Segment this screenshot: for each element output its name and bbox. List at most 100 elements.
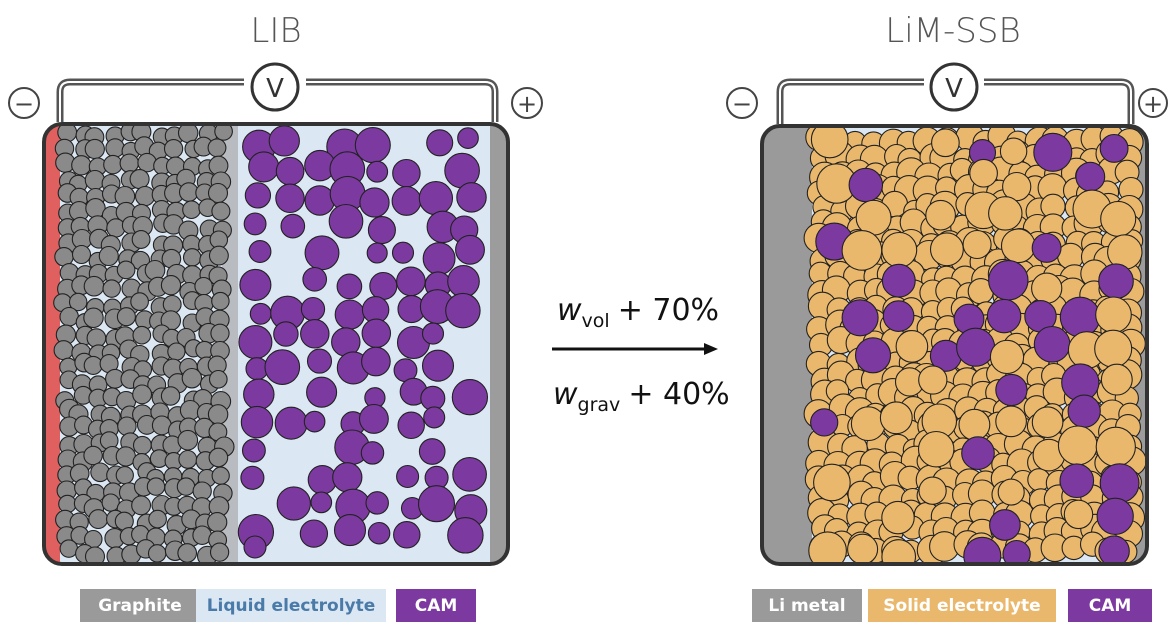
ssb-particle: [895, 330, 929, 363]
graphite-particle: [160, 275, 182, 296]
lib-voltmeter-icon: [250, 62, 300, 112]
graphite-particle: [83, 445, 103, 466]
ssb-particle: [958, 408, 991, 441]
cam-particle: [276, 486, 311, 521]
cam-particle: [299, 519, 329, 548]
graphite-particle: [214, 124, 233, 141]
cam-particle: [455, 234, 485, 265]
graphite-particle: [208, 447, 229, 468]
graphite-particle: [84, 546, 106, 564]
cam-particle: [393, 521, 421, 549]
legend-cam-ssb: CAM: [1068, 589, 1152, 622]
ssb-particle: [881, 500, 915, 535]
ssb-particle: [882, 300, 915, 332]
cam-particle: [310, 491, 333, 514]
cam-particle: [241, 438, 266, 463]
graphite-particle: [177, 124, 199, 144]
graphite-particle: [177, 429, 199, 451]
ssb-particle: [995, 405, 1027, 438]
cam-particle: [306, 376, 338, 408]
ssb-particle: [918, 365, 948, 395]
lib-graphite-particles: [53, 124, 235, 564]
ssb-particle: [881, 539, 917, 564]
cam-particle: [243, 535, 267, 559]
cam-particle: [392, 158, 421, 188]
graphite-particle: [129, 169, 150, 190]
graphite-particle: [130, 292, 149, 311]
ssb-particle: [969, 158, 998, 188]
ssb-particle: [963, 536, 1002, 564]
graphite-particle: [59, 306, 79, 327]
cam-particle: [304, 235, 340, 271]
ssb-particle: [1031, 406, 1064, 439]
ssb-particle: [847, 533, 879, 564]
transition-arrow-head-icon: [704, 343, 718, 355]
ssb-li-metal-anode: [762, 126, 812, 564]
ssb-particle: [1099, 133, 1129, 163]
graphite-particle: [208, 369, 228, 389]
ssb-wire-left: [776, 78, 924, 124]
graphite-particle: [144, 259, 166, 281]
graphite-particle: [181, 367, 203, 389]
ssb-particle: [854, 337, 892, 374]
ssb-particle: [1095, 426, 1136, 467]
graphite-particle: [71, 244, 92, 265]
ssb-particle: [1002, 539, 1031, 564]
lib-cathode-current-collector: [490, 124, 508, 564]
graphite-particle: [116, 260, 136, 280]
ssb-particle: [841, 299, 879, 337]
ssb-particle: [1000, 228, 1036, 264]
cam-particle: [244, 182, 272, 209]
graphite-particle: [179, 399, 201, 421]
ssb-particle: [1033, 325, 1071, 363]
cam-particle: [391, 241, 415, 264]
cam-particle: [243, 378, 275, 411]
cam-particle: [268, 125, 300, 157]
ssb-particle: [1096, 497, 1134, 535]
ssb-particle: [881, 231, 918, 268]
cam-particle: [367, 216, 396, 245]
ssb-particle: [931, 128, 960, 158]
ssb-particle: [881, 263, 916, 298]
lib-wire-right: [306, 78, 499, 122]
graphite-particle: [211, 466, 230, 485]
ssb-particle: [1094, 329, 1133, 368]
cam-particle: [451, 379, 489, 416]
cam-particle: [366, 160, 389, 183]
cam-particle: [240, 405, 274, 439]
graphite-particle: [68, 292, 88, 312]
cam-particle: [248, 240, 272, 263]
ssb-particle: [997, 478, 1025, 506]
cam-particle: [367, 521, 391, 545]
ssb-particle: [986, 298, 1022, 334]
cam-particle: [239, 268, 272, 301]
graphite-particle: [131, 230, 151, 249]
legend-graphite: Graphite: [80, 589, 200, 622]
ssb-particle: [1067, 394, 1101, 428]
ssb-particle: [929, 232, 964, 267]
cam-particle: [361, 346, 391, 377]
cam-particle: [280, 213, 306, 239]
graphite-particle: [83, 307, 104, 329]
lib-cell: [42, 122, 510, 566]
graphite-particle: [98, 245, 119, 267]
graphite-particle: [90, 462, 110, 483]
cam-particle: [273, 321, 299, 347]
ssb-minus-label: −: [732, 90, 752, 118]
cam-particle: [447, 265, 480, 298]
ssb-title: LiM-SSB: [885, 11, 1020, 51]
graphite-particle: [105, 138, 125, 158]
graphite-particle: [131, 495, 152, 516]
legend-solid-electrolyte: Solid electrolyte: [868, 589, 1056, 622]
ssb-particle: [989, 339, 1025, 375]
graphite-particle: [147, 544, 167, 563]
legend-liquid-electrolyte: Liquid electrolyte: [196, 589, 386, 622]
cam-particle: [417, 485, 456, 523]
graphite-particle: [208, 245, 229, 266]
graphite-particle: [137, 152, 157, 173]
arrow-bottom-value: + 40%: [628, 377, 729, 412]
ssb-particle: [810, 408, 839, 437]
graphite-particle: [102, 279, 121, 298]
cam-particle: [238, 325, 273, 360]
